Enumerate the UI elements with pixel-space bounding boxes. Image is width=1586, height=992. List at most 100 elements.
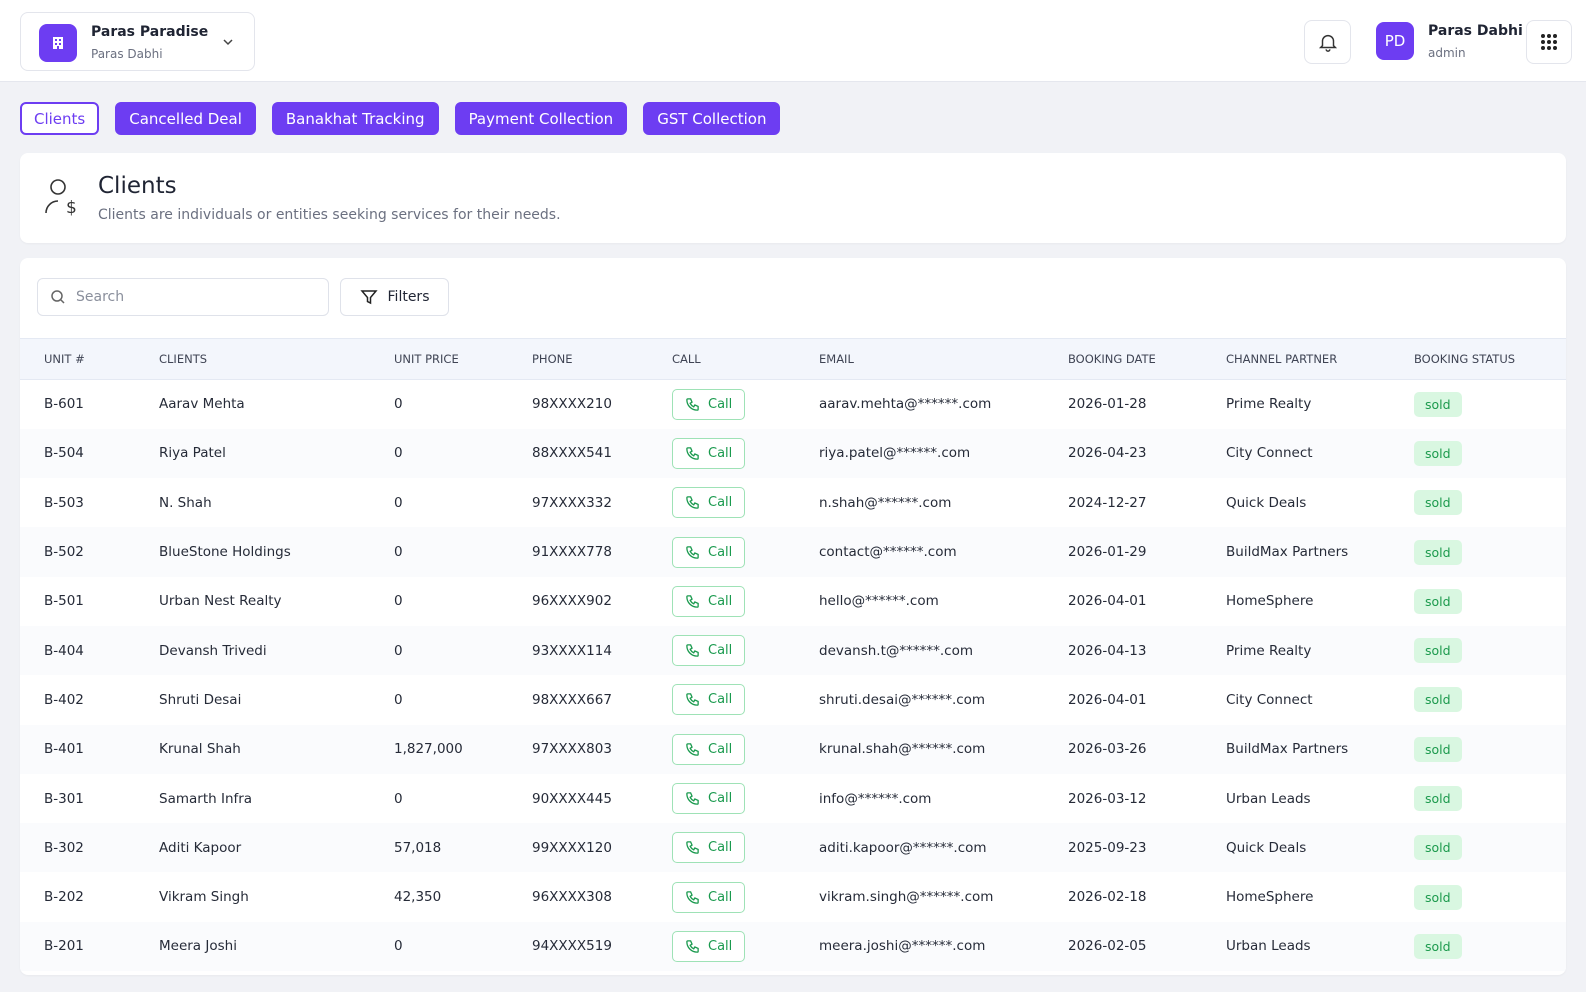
cell: 98XXXX667 xyxy=(532,691,612,708)
tab[interactable]: Cancelled Deal xyxy=(115,102,256,135)
status-badge: sold xyxy=(1414,933,1462,959)
call-button[interactable]: Call xyxy=(672,684,746,716)
cell: 0 xyxy=(393,625,531,676)
cell: sold xyxy=(1413,921,1566,972)
call-button[interactable]: Call xyxy=(672,832,746,864)
call-button[interactable]: Call xyxy=(672,487,746,519)
clients-table-card: Search Filters UNIT # CLIENTS UNIT PRICE PH… xyxy=(20,258,1566,975)
user-avatar[interactable]: PD xyxy=(1376,22,1414,60)
cell: B-201 xyxy=(20,921,158,972)
cell: B-504 xyxy=(20,428,158,479)
cell: 90XXXX445 xyxy=(532,790,612,807)
cell: Meera Joshi xyxy=(158,921,393,972)
project-icon xyxy=(39,24,77,62)
project-selector[interactable]: Paras Paradise Paras Dabhi xyxy=(20,12,255,71)
cell: 0 xyxy=(394,691,403,708)
cell: Riya Patel xyxy=(158,428,393,479)
cell: City Connect xyxy=(1226,691,1313,708)
cell: vikram.singh@******.com xyxy=(819,889,994,906)
call-button[interactable]: Call xyxy=(672,733,746,765)
cell: HomeSphere xyxy=(1226,889,1314,906)
cell: sold xyxy=(1413,625,1566,676)
call-button[interactable]: Call xyxy=(672,930,746,962)
filters-label: Filters xyxy=(387,289,430,305)
cell: 98XXXX210 xyxy=(532,396,612,413)
cell: sold xyxy=(1413,823,1566,873)
phone-icon xyxy=(686,496,699,510)
cell: aarav.mehta@******.com xyxy=(819,396,992,413)
cell: meera.joshi@******.com xyxy=(818,921,1067,972)
cell: Call xyxy=(671,823,818,873)
call-button[interactable]: Call xyxy=(672,437,746,469)
call-button[interactable]: Call xyxy=(672,881,746,913)
cell: 94XXXX519 xyxy=(531,921,671,972)
cell: sold xyxy=(1413,675,1566,724)
cell: Quick Deals xyxy=(1226,494,1307,511)
tab[interactable]: Payment Collection xyxy=(454,102,628,135)
cell: Call xyxy=(671,921,818,972)
call-label: Call xyxy=(708,692,733,708)
cell: B-402 xyxy=(44,691,84,708)
column-header: UNIT PRICE xyxy=(393,338,531,380)
chevron xyxy=(223,39,233,46)
cell: 96XXXX902 xyxy=(532,593,612,610)
filters-button[interactable]: Filters xyxy=(340,278,449,316)
tab[interactable]: Banakhat Tracking xyxy=(271,102,439,135)
cell: 2026-04-01 xyxy=(1068,691,1147,708)
phone-icon xyxy=(686,644,699,657)
cell: 2026-04-23 xyxy=(1067,428,1225,479)
table-row: B-201 Meera Joshi 0 94XXXX519 Call meera.josh… xyxy=(20,921,1566,972)
clients-icon: $ xyxy=(45,179,77,217)
cell: sold xyxy=(1413,380,1566,429)
cell: Vikram Singh xyxy=(159,889,249,906)
table-row: B-302 Aditi Kapoor 57,018 99XXXX120 Call adit… xyxy=(20,823,1566,873)
cell: 0 xyxy=(393,921,531,972)
phone-icon xyxy=(686,595,699,608)
cell: B-404 xyxy=(20,625,158,676)
column-header: CLIENTS xyxy=(158,338,393,380)
cell: Urban Leads xyxy=(1226,790,1311,807)
apps-menu[interactable] xyxy=(1526,20,1572,64)
call-button[interactable]: Call xyxy=(672,783,746,815)
cell: n.shah@******.com xyxy=(819,494,952,511)
call-button[interactable]: Call xyxy=(672,635,746,667)
section-description: Clients are individuals or entities seek… xyxy=(98,207,561,223)
table-row: B-401 Krunal Shah 1,827,000 97XXXX803 Call kr… xyxy=(20,724,1566,774)
cell: aditi.kapoor@******.com xyxy=(818,823,1067,873)
cell: 2026-03-26 xyxy=(1067,724,1225,774)
table-row: B-503 N. Shah 0 97XXXX332 Call n.shah@******.… xyxy=(20,478,1566,527)
table-row: B-601 Aarav Mehta 0 98XXXX210 Call aarav.meht… xyxy=(20,380,1566,429)
status-badge: sold xyxy=(1414,736,1462,762)
call-button[interactable]: Call xyxy=(672,585,746,617)
phone-icon xyxy=(686,940,699,953)
cell: Call xyxy=(671,380,818,429)
section-title: Clients xyxy=(98,173,177,199)
status-badge: sold xyxy=(1414,884,1462,910)
cell: 2024-12-27 xyxy=(1068,494,1147,511)
table-row: B-404 Devansh Trivedi 0 93XXXX114 Call devans… xyxy=(20,625,1566,676)
call-button[interactable]: Call xyxy=(672,536,746,568)
project-owner: Paras Dabhi xyxy=(91,47,163,61)
cell: 2025-09-23 xyxy=(1067,823,1225,873)
status-badge: sold xyxy=(1414,786,1462,812)
header: Paras Paradise Paras Dabhi PD Paras Dabh… xyxy=(0,0,1586,82)
table-row: B-202 Vikram Singh 42,350 96XXXX308 Call vikr… xyxy=(20,872,1566,921)
cell: B-503 xyxy=(44,494,84,511)
search-input[interactable]: Search xyxy=(37,278,329,316)
cell: 0 xyxy=(394,593,403,610)
cell: 0 xyxy=(393,428,531,479)
cell: Urban Nest Realty xyxy=(159,593,282,610)
call-label: Call xyxy=(708,396,733,412)
cell: 2026-01-28 xyxy=(1068,396,1147,413)
tab[interactable]: Clients xyxy=(20,102,100,135)
status-badge: sold xyxy=(1414,687,1462,713)
cell: contact@******.com xyxy=(818,527,1067,577)
cell: 42,350 xyxy=(394,889,442,906)
cell: Call xyxy=(671,675,818,724)
cell: shruti.desai@******.com xyxy=(819,691,986,708)
tab[interactable]: GST Collection xyxy=(643,102,781,135)
cell: B-502 xyxy=(20,527,158,577)
call-button[interactable]: Call xyxy=(672,388,746,420)
notifications[interactable] xyxy=(1304,20,1351,64)
cell: 93XXXX114 xyxy=(531,625,671,676)
